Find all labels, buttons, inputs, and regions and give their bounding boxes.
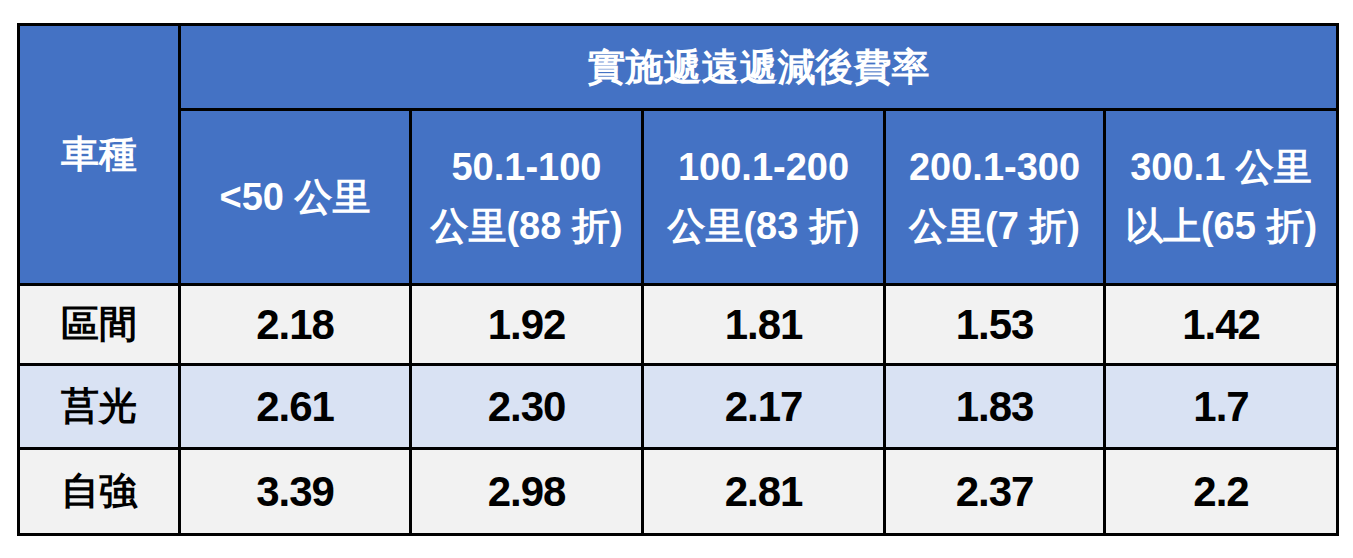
fare-rate-table: 車種 實施遞遠遞減後費率 <50 公里 50.1-100 公里(88 折) 10…	[17, 23, 1339, 536]
column-header-line: 100.1-200	[644, 138, 883, 197]
rate-cell: 2.17	[643, 365, 885, 449]
column-header-line: 公里(88 折)	[412, 197, 641, 256]
rate-cell: 2.18	[180, 285, 411, 365]
column-header-line: 300.1 公里	[1106, 138, 1336, 197]
column-header-under-50km: <50 公里	[180, 110, 411, 285]
span-header-discounted-rate: 實施遞遠遞減後費率	[180, 25, 1338, 110]
table-row-chukuang: 莒光 2.61 2.30 2.17 1.83 1.7	[19, 365, 1338, 449]
column-header-over-300km: 300.1 公里 以上(65 折)	[1105, 110, 1338, 285]
column-header-50-100km: 50.1-100 公里(88 折)	[411, 110, 643, 285]
column-header-line: 公里(83 折)	[644, 197, 883, 256]
table-row-tzechiang: 自強 3.39 2.98 2.81 2.37 2.2	[19, 449, 1338, 535]
rate-cell: 2.81	[643, 449, 885, 535]
column-header-200-300km: 200.1-300 公里(7 折)	[885, 110, 1105, 285]
rate-cell: 1.7	[1105, 365, 1338, 449]
row-label: 自強	[19, 449, 180, 535]
header-row-top: 車種 實施遞遠遞減後費率	[19, 25, 1338, 110]
rate-cell: 1.83	[885, 365, 1105, 449]
column-header-line: 200.1-300	[886, 138, 1103, 197]
rate-cell: 1.42	[1105, 285, 1338, 365]
column-header-line: <50 公里	[181, 168, 409, 227]
rate-cell: 2.61	[180, 365, 411, 449]
rate-cell: 2.98	[411, 449, 643, 535]
rate-cell: 2.2	[1105, 449, 1338, 535]
column-header-line: 以上(65 折)	[1106, 197, 1336, 256]
corner-header-vehicle-type: 車種	[19, 25, 180, 285]
table-row-local-train: 區間 2.18 1.92 1.81 1.53 1.42	[19, 285, 1338, 365]
column-header-line: 50.1-100	[412, 138, 641, 197]
column-header-100-200km: 100.1-200 公里(83 折)	[643, 110, 885, 285]
column-header-line: 公里(7 折)	[886, 197, 1103, 256]
rate-cell: 3.39	[180, 449, 411, 535]
rate-cell: 2.30	[411, 365, 643, 449]
row-label: 莒光	[19, 365, 180, 449]
row-label: 區間	[19, 285, 180, 365]
rate-cell: 1.81	[643, 285, 885, 365]
rate-cell: 2.37	[885, 449, 1105, 535]
header-row-distance-bands: <50 公里 50.1-100 公里(88 折) 100.1-200 公里(83…	[19, 110, 1338, 285]
rate-cell: 1.53	[885, 285, 1105, 365]
rate-cell: 1.92	[411, 285, 643, 365]
